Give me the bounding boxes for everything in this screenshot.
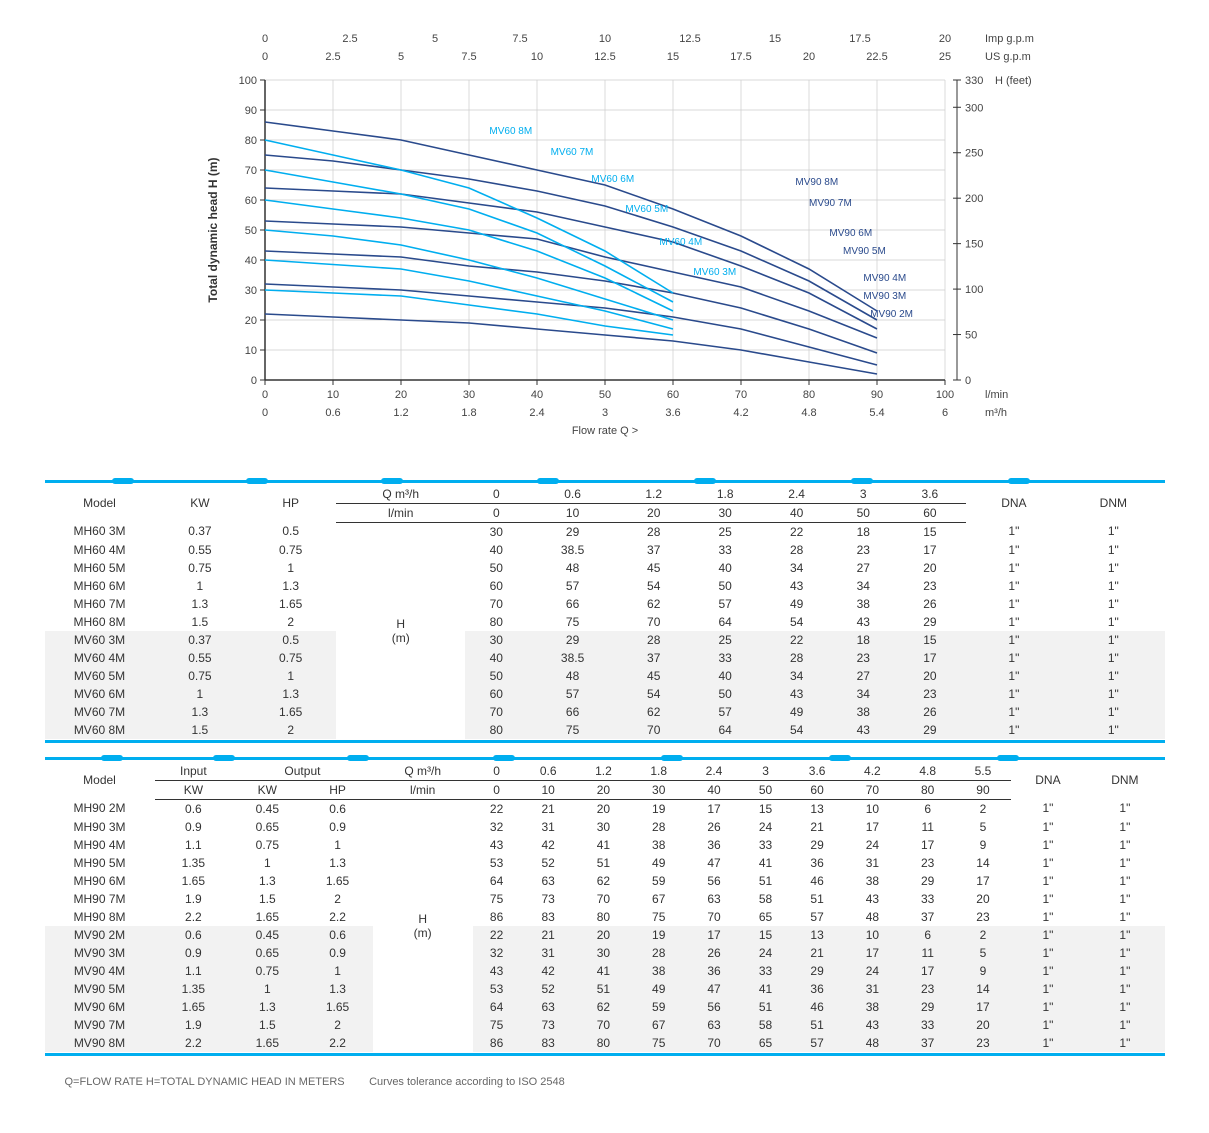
svg-text:70: 70 xyxy=(244,165,256,177)
svg-text:22.5: 22.5 xyxy=(866,51,887,63)
svg-text:100: 100 xyxy=(238,75,256,87)
svg-text:MV90 8M: MV90 8M xyxy=(795,177,838,188)
svg-text:10: 10 xyxy=(598,33,610,45)
footnote: Q=FLOW RATE H=TOTAL DYNAMIC HEAD IN METE… xyxy=(45,1070,1165,1088)
svg-text:MV60 5M: MV60 5M xyxy=(625,204,668,215)
svg-text:40: 40 xyxy=(530,389,542,401)
svg-text:MV90 3M: MV90 3M xyxy=(863,291,906,302)
table-60-series: ModelKWHPQ m³/h00.61.21.82.433.6DNADNMl/… xyxy=(45,480,1165,743)
svg-text:300: 300 xyxy=(965,102,983,114)
svg-text:50: 50 xyxy=(598,389,610,401)
svg-text:2.5: 2.5 xyxy=(342,33,357,45)
svg-text:80: 80 xyxy=(244,135,256,147)
svg-text:0: 0 xyxy=(261,407,267,419)
svg-text:5.4: 5.4 xyxy=(869,407,884,419)
svg-text:60: 60 xyxy=(244,195,256,207)
svg-text:7.5: 7.5 xyxy=(512,33,527,45)
svg-text:50: 50 xyxy=(244,225,256,237)
svg-text:m³/h: m³/h xyxy=(985,407,1007,419)
svg-text:20: 20 xyxy=(244,315,256,327)
svg-text:5: 5 xyxy=(431,33,437,45)
svg-text:17.5: 17.5 xyxy=(730,51,751,63)
svg-text:MV90 6M: MV90 6M xyxy=(829,228,872,239)
svg-text:4.2: 4.2 xyxy=(733,407,748,419)
svg-text:15: 15 xyxy=(666,51,678,63)
svg-text:1.2: 1.2 xyxy=(393,407,408,419)
svg-text:90: 90 xyxy=(244,105,256,117)
table-90-series: ModelInputOutputQ m³/h00.61.21.82.433.64… xyxy=(45,757,1165,1056)
svg-text:150: 150 xyxy=(965,239,983,251)
svg-text:MV90 2M: MV90 2M xyxy=(870,309,913,320)
svg-text:100: 100 xyxy=(935,389,953,401)
svg-text:200: 200 xyxy=(965,193,983,205)
svg-text:2.4: 2.4 xyxy=(529,407,544,419)
tables-wrap: ModelKWHPQ m³/h00.61.21.82.433.6DNADNMl/… xyxy=(45,480,1165,1088)
svg-text:US g.p.m: US g.p.m xyxy=(985,51,1031,63)
svg-text:2.5: 2.5 xyxy=(325,51,340,63)
svg-text:17.5: 17.5 xyxy=(849,33,870,45)
svg-text:10: 10 xyxy=(244,345,256,357)
svg-text:0: 0 xyxy=(261,33,267,45)
svg-text:MV90 4M: MV90 4M xyxy=(863,273,906,284)
svg-text:7.5: 7.5 xyxy=(461,51,476,63)
svg-text:30: 30 xyxy=(462,389,474,401)
svg-text:12.5: 12.5 xyxy=(679,33,700,45)
svg-text:10: 10 xyxy=(326,389,338,401)
svg-text:6: 6 xyxy=(941,407,947,419)
svg-text:70: 70 xyxy=(734,389,746,401)
svg-text:90: 90 xyxy=(870,389,882,401)
svg-text:3.6: 3.6 xyxy=(665,407,680,419)
svg-text:15: 15 xyxy=(768,33,780,45)
svg-text:MV60 6M: MV60 6M xyxy=(591,174,634,185)
svg-text:Total dynamic head H (m): Total dynamic head H (m) xyxy=(206,157,220,302)
svg-text:0: 0 xyxy=(261,389,267,401)
svg-text:0: 0 xyxy=(965,375,971,387)
footnote-left: Q=FLOW RATE H=TOTAL DYNAMIC HEAD IN METE… xyxy=(65,1076,345,1088)
svg-text:MV90 7M: MV90 7M xyxy=(809,198,852,209)
svg-text:MV60 4M: MV60 4M xyxy=(659,237,702,248)
pump-curves-chart: 0102030405060708090100010203040506070809… xyxy=(105,20,1105,450)
svg-text:20: 20 xyxy=(802,51,814,63)
svg-text:20: 20 xyxy=(938,33,950,45)
svg-text:40: 40 xyxy=(244,255,256,267)
svg-text:H (feet): H (feet) xyxy=(995,75,1032,87)
svg-text:100: 100 xyxy=(965,284,983,296)
svg-text:MV60 7M: MV60 7M xyxy=(550,147,593,158)
svg-text:0: 0 xyxy=(250,375,256,387)
svg-text:12.5: 12.5 xyxy=(594,51,615,63)
svg-text:3: 3 xyxy=(601,407,607,419)
svg-text:50: 50 xyxy=(965,330,977,342)
svg-text:l/min: l/min xyxy=(985,389,1008,401)
svg-text:4.8: 4.8 xyxy=(801,407,816,419)
svg-text:25: 25 xyxy=(938,51,950,63)
svg-text:0: 0 xyxy=(261,51,267,63)
svg-text:5: 5 xyxy=(397,51,403,63)
svg-text:MV90 5M: MV90 5M xyxy=(843,246,886,257)
svg-text:0.6: 0.6 xyxy=(325,407,340,419)
svg-text:80: 80 xyxy=(802,389,814,401)
svg-text:250: 250 xyxy=(965,148,983,160)
svg-text:20: 20 xyxy=(394,389,406,401)
svg-text:30: 30 xyxy=(244,285,256,297)
svg-text:1.8: 1.8 xyxy=(461,407,476,419)
svg-text:10: 10 xyxy=(530,51,542,63)
svg-text:Flow rate Q ˃: Flow rate Q ˃ xyxy=(571,425,637,437)
footnote-right: Curves tolerance according to ISO 2548 xyxy=(369,1076,565,1088)
svg-text:MV60 8M: MV60 8M xyxy=(489,126,532,137)
chart-svg: 0102030405060708090100010203040506070809… xyxy=(105,20,1105,450)
svg-text:60: 60 xyxy=(666,389,678,401)
svg-text:Imp g.p.m: Imp g.p.m xyxy=(985,33,1034,45)
svg-text:330: 330 xyxy=(965,75,983,87)
svg-text:MV60 3M: MV60 3M xyxy=(693,267,736,278)
